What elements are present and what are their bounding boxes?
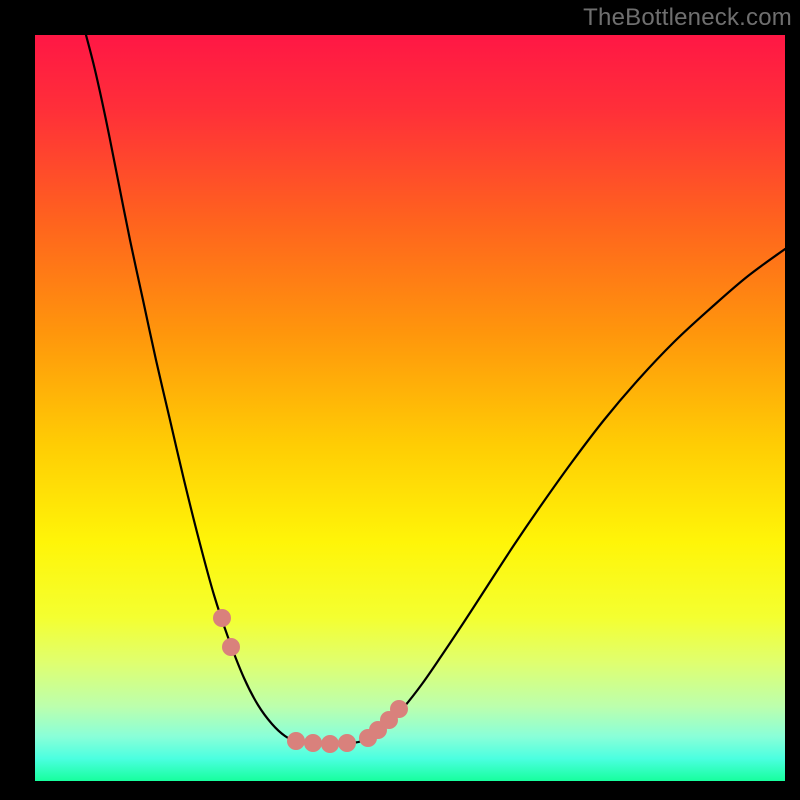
marker-dot [321,735,339,753]
marker-dot [287,732,305,750]
marker-dot [390,700,408,718]
marker-dot [213,609,231,627]
chart-svg [35,35,785,781]
watermark-text: TheBottleneck.com [583,4,792,32]
marker-dot [338,734,356,752]
marker-dot [222,638,240,656]
gradient-background [35,35,785,781]
chart-plot-area [35,35,785,781]
marker-dot [304,734,322,752]
